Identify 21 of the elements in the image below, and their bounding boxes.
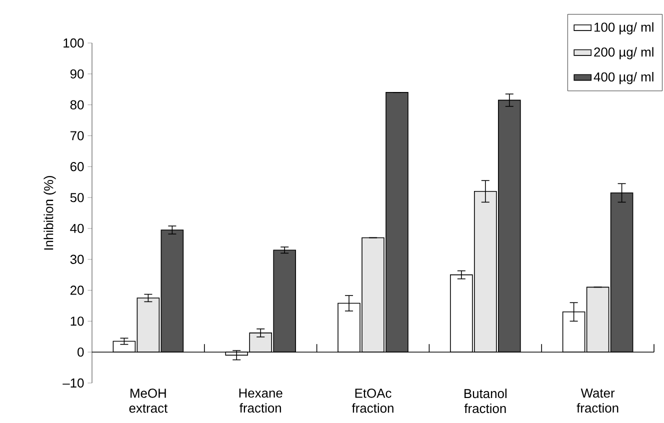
legend-label: 100 µg/ ml bbox=[594, 22, 654, 34]
x-tick-label: Water fraction bbox=[576, 388, 618, 413]
y-tick-label: 0 bbox=[78, 348, 84, 357]
x-tick-label: MeOH extract bbox=[129, 388, 168, 413]
y-tick-label: –10 bbox=[62, 378, 84, 388]
y-tick-label: 80 bbox=[70, 100, 84, 110]
x-tick-label: Butanol fraction bbox=[464, 388, 506, 414]
y-axis-title: Inhibition (%) bbox=[44, 176, 56, 250]
y-tick-label: 20 bbox=[70, 286, 84, 295]
y-tick-label: 40 bbox=[70, 224, 84, 234]
x-tick-label: EtOAc fraction bbox=[352, 388, 394, 413]
y-tick-label: 10 bbox=[70, 316, 84, 326]
legend-label: 400 µg/ ml bbox=[594, 72, 654, 84]
y-tick-label: 90 bbox=[70, 69, 84, 78]
y-tick-label: 100 bbox=[64, 38, 84, 48]
x-tick-label: Hexane fraction bbox=[239, 388, 282, 413]
y-tick-label: 70 bbox=[70, 131, 84, 140]
legend-label: 200 µg/ ml bbox=[594, 47, 654, 60]
y-tick-label: 50 bbox=[70, 192, 84, 202]
y-tick-label: 60 bbox=[70, 162, 84, 172]
y-tick-label: 30 bbox=[70, 254, 84, 264]
